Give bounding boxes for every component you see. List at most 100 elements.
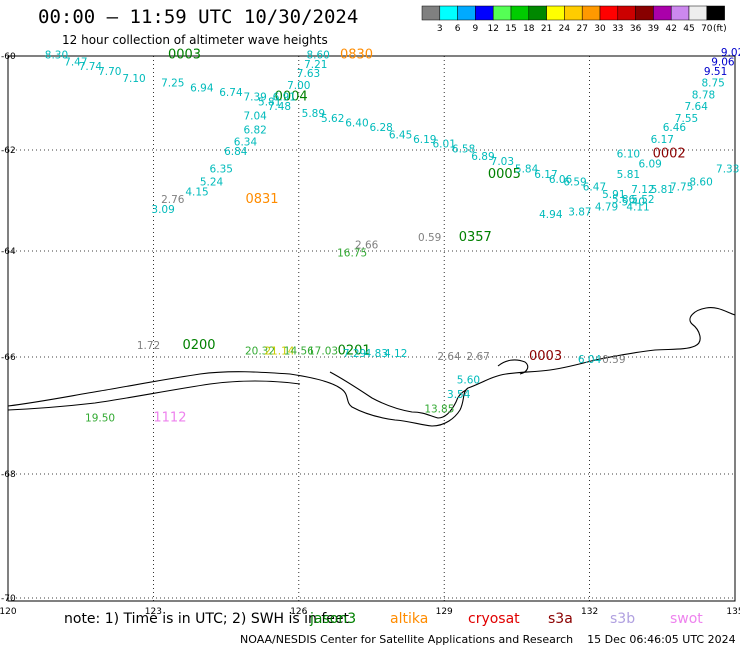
pass-labels: 0003 0830 0004 0002 0005 0831 0357 0200 0201 0003… bbox=[153, 47, 685, 425]
swh-value: 0.59 bbox=[418, 232, 441, 244]
swh-value: 20.32 bbox=[245, 345, 275, 357]
swh-value: 7.55 bbox=[675, 113, 698, 125]
pass-label: 0005 bbox=[488, 167, 521, 182]
swh-value: 6.58 bbox=[452, 144, 475, 156]
coastline-ice-shelf bbox=[329, 371, 467, 419]
swh-value: 6.19 bbox=[413, 134, 436, 146]
longitude-tick-label: 135 bbox=[726, 607, 740, 617]
swh-value: 21.14 bbox=[264, 345, 294, 357]
swh-value: 9.51 bbox=[704, 66, 727, 78]
swh-value: 7.25 bbox=[161, 78, 184, 90]
swh-value: 16.75 bbox=[337, 247, 367, 259]
legend-s3b: s3b bbox=[610, 611, 636, 627]
swh-value: 7.29 bbox=[343, 348, 366, 360]
swh-value: 5.60 bbox=[457, 374, 480, 386]
swh-value: 7.48 bbox=[268, 101, 291, 113]
swh-value: 7.64 bbox=[685, 101, 709, 113]
swh-value: 6.28 bbox=[369, 122, 392, 134]
swh-value: 7.04 bbox=[243, 110, 267, 122]
swh-value: 7.74 bbox=[79, 61, 103, 73]
colorbar-swatch bbox=[581, 5, 601, 21]
colorbar-tick-label: 70 bbox=[701, 24, 713, 34]
swh-value: 4.79 bbox=[595, 202, 618, 214]
colorbar-tick-label: 21 bbox=[541, 24, 552, 34]
colorbar-swatch bbox=[528, 5, 547, 21]
swh-value: 19.50 bbox=[85, 412, 115, 424]
colorbar-swatch bbox=[706, 5, 725, 21]
colorbar-tick-label: 24 bbox=[559, 24, 571, 34]
swh-value: 0.59 bbox=[602, 354, 625, 366]
swh-value: 6.47 bbox=[583, 181, 606, 193]
swh-value: 7.33 bbox=[716, 164, 739, 176]
swh-value: 2.64 bbox=[437, 351, 461, 363]
latitude-tick-label: -64 bbox=[1, 247, 16, 257]
graticule: 120 123 126 129 132 135 -60 -62 -64 -66 -68 -70 bbox=[0, 52, 740, 617]
colorbar-tick-label: 12 bbox=[487, 24, 498, 34]
colorbar-tick-label: 45 bbox=[683, 24, 694, 34]
swh-value: 7.63 bbox=[297, 68, 320, 80]
swh-value: 1.72 bbox=[137, 340, 160, 352]
swh-value: 4.83 bbox=[365, 348, 388, 360]
swh-value: 6.40 bbox=[345, 118, 368, 130]
footer-credit: NOAA/NESDIS Center for Satellite Applica… bbox=[240, 633, 736, 646]
coastline-inlet bbox=[497, 359, 529, 375]
latitude-tick-label: -62 bbox=[1, 146, 16, 156]
longitude-tick-label: 120 bbox=[0, 607, 17, 617]
pass-label: 0830 bbox=[340, 47, 373, 62]
colorbar-tick-label: 36 bbox=[630, 24, 642, 34]
swh-value: 4.94 bbox=[539, 209, 563, 221]
colorbar-swatch bbox=[653, 5, 672, 21]
map-frame bbox=[7, 55, 736, 602]
swh-value: 6.09 bbox=[638, 159, 661, 171]
swh-value: 6.82 bbox=[243, 125, 266, 137]
swh-value: 6.91 bbox=[273, 92, 296, 104]
colorbar-swatch bbox=[421, 5, 441, 21]
swh-value: 5.89 bbox=[302, 108, 325, 120]
colorbar-swatch bbox=[475, 5, 494, 21]
colorbar-swatch bbox=[546, 5, 565, 21]
swh-value: 6.04 bbox=[578, 354, 602, 366]
swh-value: 5.62 bbox=[321, 113, 344, 125]
pass-label: 0002 bbox=[653, 147, 686, 162]
pass-label: 0004 bbox=[275, 90, 308, 105]
swh-value: 7.12 bbox=[631, 184, 654, 196]
latitude-tick-label: -60 bbox=[1, 52, 16, 62]
colorbar-swatch bbox=[510, 5, 530, 21]
longitude-tick-label: 126 bbox=[290, 607, 307, 617]
swh-value: 7.10 bbox=[122, 73, 145, 85]
swh-value: 9.06 bbox=[711, 56, 735, 68]
colorbar-swatch bbox=[439, 5, 458, 21]
swh-value: 5.40 bbox=[622, 197, 645, 209]
swh-value: 8.30 bbox=[45, 49, 68, 61]
swh-value: 7.03 bbox=[491, 156, 514, 168]
swh-value: 7.70 bbox=[98, 66, 121, 78]
colorbar-swatch bbox=[599, 5, 619, 21]
pass-label: 1112 bbox=[153, 410, 186, 425]
swh-value: 5.81 bbox=[651, 184, 674, 196]
swh-value: 4.15 bbox=[185, 186, 208, 198]
colorbar-tick-label: 39 bbox=[648, 24, 660, 34]
antarctic-coastline bbox=[7, 307, 736, 427]
swh-value: 3.54 bbox=[447, 389, 471, 401]
legend-jason3: jason3 bbox=[310, 611, 357, 627]
swh-value: 6.06 bbox=[549, 174, 573, 186]
longitude-tick-label: 132 bbox=[581, 607, 598, 617]
swh-value: 5.24 bbox=[200, 176, 224, 188]
colorbar-swatch bbox=[635, 5, 654, 21]
colorbar-unit: (ft) bbox=[713, 24, 727, 34]
swh-value: 6.84 bbox=[224, 146, 248, 158]
colorbar-swatch bbox=[617, 5, 636, 21]
legend-s3a: s3a bbox=[548, 611, 573, 627]
latitude-tick-label: -70 bbox=[1, 594, 16, 604]
colorbar-tick-label: 42 bbox=[665, 24, 676, 34]
swh-value: 5.81 bbox=[258, 96, 281, 108]
swh-value: 4.11 bbox=[626, 202, 649, 214]
colorbar-legend: 3 6 9 12 15 18 21 24 27 30 33 36 39 42 45 70 (ft) bbox=[421, 5, 727, 34]
swh-value: 7.47 bbox=[64, 56, 87, 68]
swh-value: 8.60 bbox=[689, 176, 712, 188]
colorbar-swatch bbox=[492, 5, 512, 21]
coastline-main bbox=[7, 307, 736, 427]
colorbar-tick-label: 15 bbox=[505, 24, 516, 34]
colorbar-tick-label: 9 bbox=[473, 24, 479, 34]
